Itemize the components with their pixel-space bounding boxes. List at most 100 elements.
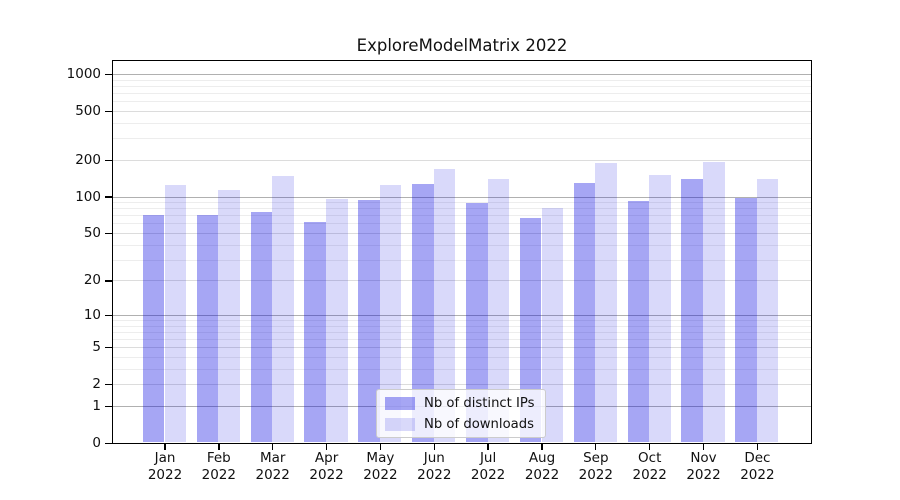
x-axis-tick-label: Nov 2022: [686, 450, 721, 483]
x-tick-mark: [325, 444, 328, 450]
bar-distinct-ips-apr: [304, 221, 326, 442]
x-axis-tick-label: Sep 2022: [578, 450, 613, 483]
gridline-600: [113, 101, 811, 103]
y-axis-tick-label: 200: [75, 151, 101, 168]
y-axis-tick-label: 50: [83, 225, 101, 241]
x-tick-mark: [487, 444, 489, 450]
gridline-400: [113, 122, 811, 124]
gridline-7: [113, 331, 811, 333]
y-axis-tick-label: 100: [75, 188, 101, 205]
gridline-10: [113, 314, 811, 316]
x-tick-mark: [379, 444, 382, 450]
bar-downloads-aug: [541, 207, 564, 442]
x-tick-mark: [649, 444, 651, 450]
bar-downloads-may: [379, 184, 402, 442]
bar-distinct-ips-oct: [627, 200, 650, 442]
y-tick-mark: [105, 159, 113, 161]
bar-distinct-ips-jul: [466, 203, 488, 442]
bar-downloads-jul: [487, 179, 510, 442]
gridline-1000: [113, 73, 811, 75]
gridline-60: [113, 223, 811, 225]
y-tick-mark: [105, 314, 113, 317]
gridline-40: [113, 244, 811, 246]
bar-distinct-ips-sep: [573, 182, 596, 442]
gridline-300: [113, 138, 811, 140]
x-axis-tick-label: Aug 2022: [524, 450, 560, 483]
x-axis-tick-label: Jan 2022: [147, 450, 183, 483]
bar-distinct-ips-dec: [735, 198, 757, 442]
x-axis-tick-label: Oct 2022: [632, 450, 667, 483]
y-tick-mark: [105, 110, 113, 113]
legend-item-distinct-ips: Nb of distinct IPs: [385, 394, 537, 412]
bar-downloads-apr: [326, 199, 348, 442]
y-axis-tick-label: 20: [83, 272, 101, 289]
legend-swatch-downloads-icon: [385, 417, 415, 431]
gridline-6: [113, 339, 811, 341]
gridline-90: [113, 202, 811, 203]
y-axis-tick-label: 10: [83, 306, 101, 323]
gridline-800: [113, 85, 811, 87]
y-axis-tick-label: 0: [92, 435, 101, 451]
gridline-700: [113, 93, 811, 94]
x-tick-mark: [595, 444, 597, 450]
gridline-70: [113, 215, 811, 217]
bar-downloads-oct: [649, 174, 671, 442]
bar-distinct-ips-nov: [681, 179, 703, 442]
bar-distinct-ips-jan: [142, 215, 165, 442]
x-axis-tick-label: May 2022: [363, 450, 398, 483]
x-tick-mark: [433, 444, 435, 450]
legend-swatch-distinct-ips-icon: [385, 396, 415, 410]
x-axis-tick-label: Dec 2022: [740, 450, 775, 483]
bar-downloads-jun: [433, 169, 456, 442]
x-axis-tick-label: Apr 2022: [309, 450, 344, 483]
gridline-20: [113, 280, 811, 282]
gridline-2: [113, 384, 811, 386]
y-axis-tick-label: 1000: [66, 65, 101, 82]
gridline-8: [113, 325, 811, 327]
y-axis-tick-label: 2: [92, 376, 101, 393]
x-tick-mark: [272, 444, 274, 450]
gridline-5: [113, 347, 811, 349]
gridline-4: [113, 357, 811, 358]
legend-label-distinct-ips: Nb of distinct IPs: [424, 395, 535, 411]
gridline-900: [113, 79, 811, 81]
x-axis-tick-label: Jun 2022: [417, 450, 452, 483]
bar-downloads-sep: [595, 163, 617, 442]
x-tick-mark: [164, 444, 166, 450]
x-axis-tick-label: Feb 2022: [201, 450, 236, 483]
bar-distinct-ips-jun: [412, 183, 434, 442]
x-axis-tick-label: Jul 2022: [470, 450, 506, 483]
gridline-100: [113, 196, 811, 198]
bar-downloads-feb: [218, 190, 240, 442]
gridline-3: [113, 368, 811, 370]
y-tick-mark: [105, 442, 113, 445]
x-axis-tick-label: Mar 2022: [255, 450, 290, 483]
y-tick-mark: [105, 347, 113, 349]
bar-distinct-ips-aug: [519, 218, 542, 442]
x-tick-mark: [541, 444, 543, 450]
bar-distinct-ips-feb: [196, 215, 219, 442]
y-axis-tick-label: 1: [92, 398, 101, 414]
gridline-30: [113, 259, 811, 261]
legend-item-downloads: Nb of downloads: [385, 415, 537, 433]
bar-distinct-ips-may: [358, 199, 380, 442]
chart-title: ExploreModelMatrix 2022: [356, 36, 568, 55]
y-tick-mark: [105, 384, 113, 386]
y-tick-mark: [105, 73, 113, 76]
legend-label-downloads: Nb of downloads: [424, 416, 534, 432]
gridline-500: [113, 110, 811, 112]
bar-downloads-jan: [164, 184, 187, 442]
gridline-9: [113, 320, 811, 321]
x-tick-mark: [756, 444, 758, 450]
gridline-50: [113, 233, 811, 234]
gridline-200: [113, 159, 811, 161]
y-tick-mark: [105, 280, 113, 282]
bar-downloads-mar: [272, 175, 294, 442]
y-axis-tick-label: 500: [75, 102, 101, 119]
gridline-80: [113, 208, 811, 210]
x-tick-mark: [702, 444, 705, 450]
y-tick-mark: [105, 196, 113, 198]
x-tick-mark: [218, 444, 220, 450]
plot-area: [112, 60, 812, 444]
